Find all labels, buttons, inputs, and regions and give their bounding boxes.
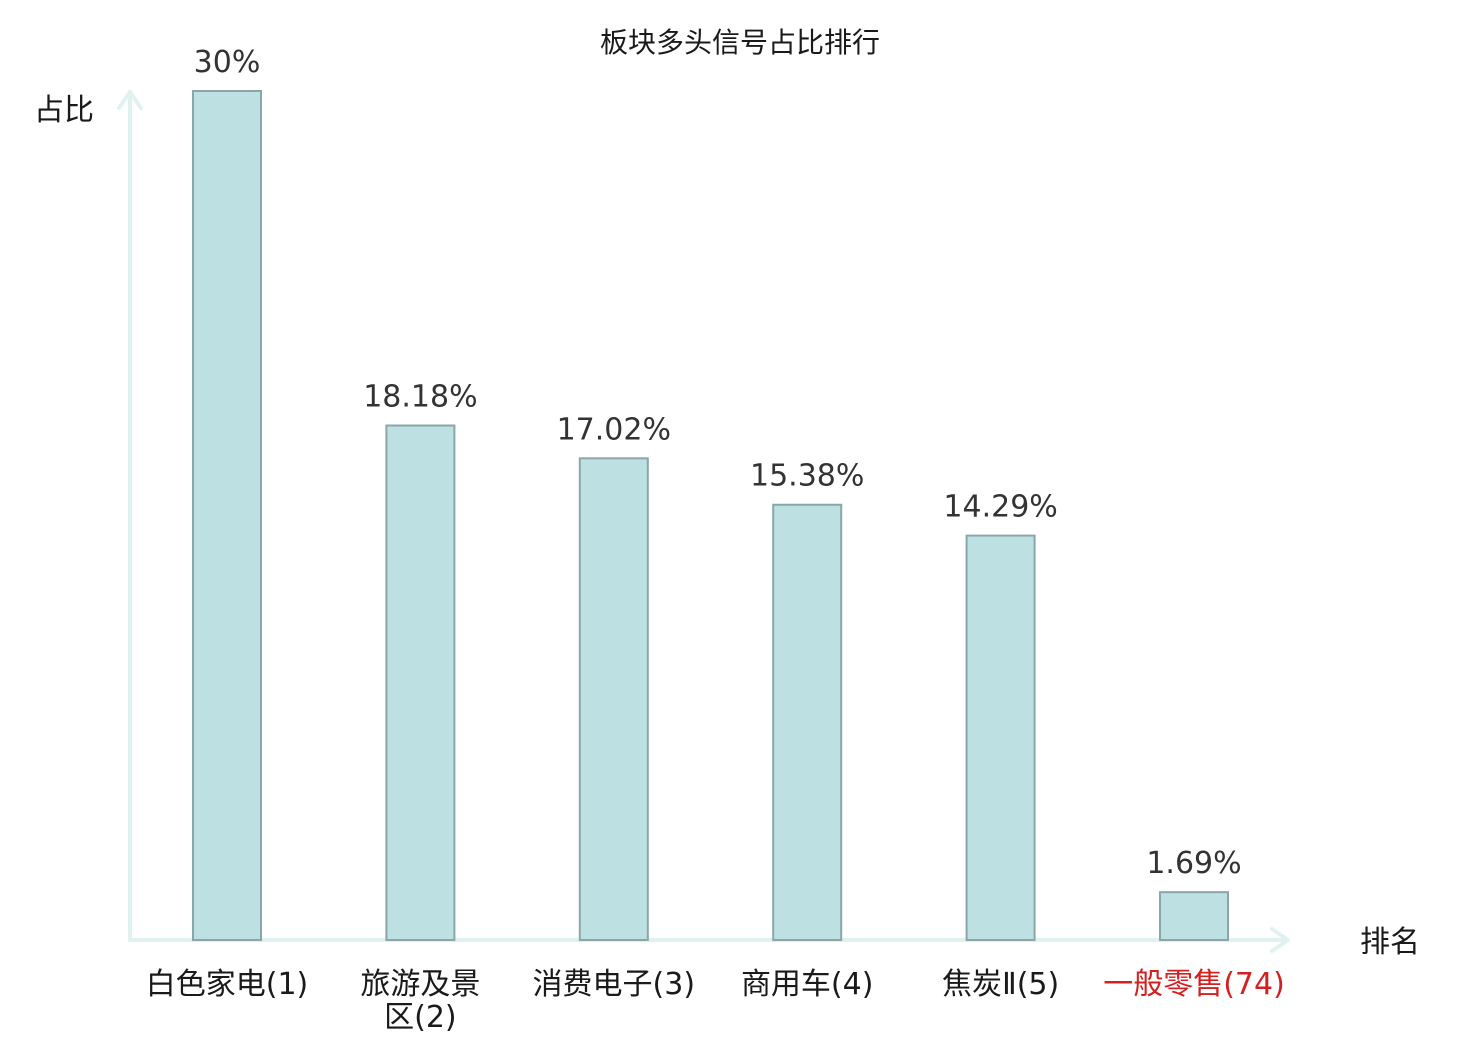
value-labels-group: 30% 18.18% 17.02% 15.38% 14.29% 1.69% bbox=[194, 45, 1242, 881]
value-label-4: 15.38% bbox=[750, 459, 864, 494]
value-label-5: 14.29% bbox=[943, 490, 1057, 525]
y-axis bbox=[117, 90, 143, 942]
category-label-2-line-2: 区(2) bbox=[384, 1000, 457, 1035]
bar-2 bbox=[385, 424, 456, 942]
bar-4 bbox=[772, 503, 843, 941]
value-label-2: 18.18% bbox=[363, 380, 477, 415]
category-label-5: 焦炭Ⅱ(5) bbox=[942, 967, 1059, 1002]
value-label-3: 17.02% bbox=[557, 412, 671, 447]
y-axis-title: 占比 bbox=[34, 93, 94, 128]
x-axis-title: 排名 bbox=[1360, 925, 1420, 960]
category-label-2-line-1: 旅游及景 bbox=[360, 967, 480, 1002]
category-label-4: 商用车(4) bbox=[741, 967, 874, 1002]
bar-3 bbox=[578, 457, 649, 941]
bars-group bbox=[192, 90, 1229, 942]
category-label-6: 一般零售(74) bbox=[1103, 967, 1285, 1002]
value-label-1: 30% bbox=[194, 45, 261, 80]
bar-5 bbox=[965, 534, 1036, 942]
value-label-6: 1.69% bbox=[1146, 846, 1241, 881]
bar-6 bbox=[1159, 891, 1229, 941]
category-label-1: 白色家电(1) bbox=[146, 967, 309, 1002]
bar-1 bbox=[192, 90, 262, 941]
x-axis bbox=[128, 927, 1290, 953]
chart-title: 板块多头信号占比排行 bbox=[600, 26, 880, 59]
category-label-3: 消费电子(3) bbox=[533, 967, 696, 1002]
